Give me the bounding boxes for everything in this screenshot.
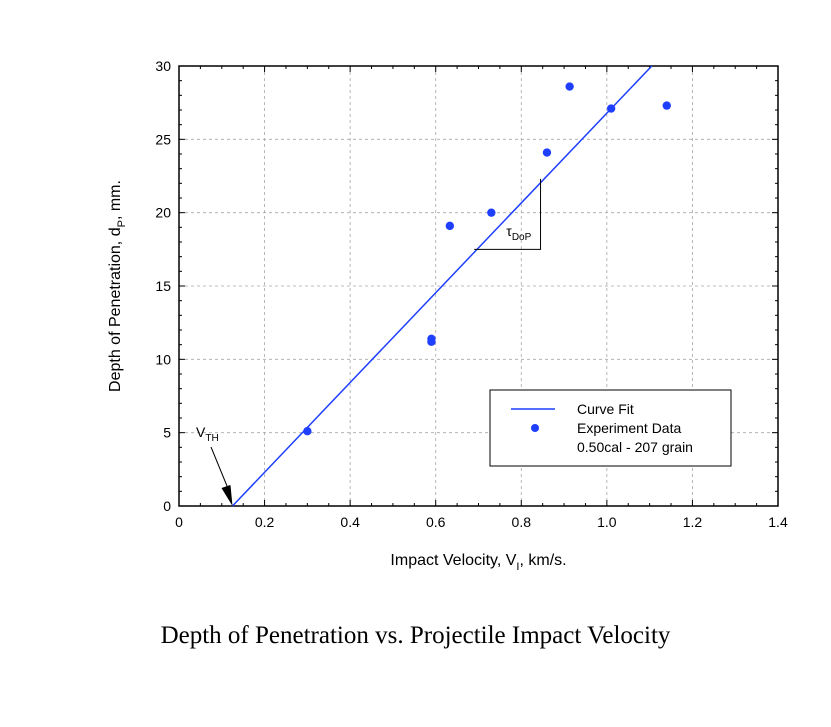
x-axis-label-sub: I [516, 561, 519, 573]
y-axis-label-rest: , mm. [107, 180, 124, 220]
legend-entry-experiment-data: Experiment Data [577, 420, 681, 436]
data-point [606, 104, 616, 113]
y-tick-label: 10 [155, 351, 171, 367]
x-axis-label-rest: , km/s. [519, 552, 566, 569]
figure-caption: Depth of Penetration vs. Projectile Impa… [160, 622, 671, 649]
y-tick-label: 30 [155, 58, 171, 74]
threshold-label: VTH [196, 424, 219, 444]
data-point [303, 427, 312, 436]
x-tick-label: 0.4 [340, 514, 360, 530]
x-tick-label: 0.6 [426, 514, 446, 530]
data-point [542, 148, 552, 157]
slope-label: τDoP [506, 223, 531, 243]
legend-entry-projectile: 0.50cal - 207 grain [577, 439, 693, 455]
threshold-arrow [210, 446, 230, 493]
y-tick-label: 20 [155, 205, 171, 221]
y-tick-labels: 0 5 10 15 20 25 30 [155, 58, 171, 514]
x-tick-label: 1.2 [683, 514, 703, 530]
series-layer [231, 65, 671, 507]
x-tick-label: 0.2 [255, 514, 275, 530]
axis-ticks [178, 65, 779, 507]
slope-label-main: τ [506, 223, 512, 239]
data-point [427, 334, 436, 343]
x-tick-label: 0.8 [512, 514, 532, 530]
x-tick-label: 0 [175, 514, 183, 530]
legend: Curve Fit Experiment Data 0.50cal - 207 … [489, 389, 732, 467]
x-tick-label: 1.4 [768, 514, 788, 530]
curve-fit-line [231, 65, 653, 507]
threshold-label-main: V [196, 424, 206, 440]
data-point [565, 82, 574, 91]
legend-box [489, 389, 732, 467]
data-point [662, 101, 671, 110]
data-point [445, 221, 455, 231]
legend-marker-swatch [531, 424, 539, 432]
data-point [487, 208, 496, 217]
threshold-annotation: VTH [196, 424, 233, 506]
y-axis-label: Depth of Penetration, dP, mm. [107, 180, 128, 392]
x-tick-label: 1.0 [597, 514, 617, 530]
x-axis-label: Impact Velocity, VI, km/s. [390, 552, 566, 573]
threshold-arrowhead [221, 485, 233, 506]
slope-label-sub: DoP [512, 232, 532, 243]
y-axis-label-main: Depth of Penetration, d [107, 227, 124, 392]
y-axis-label-sub: P [116, 220, 128, 227]
y-tick-label: 0 [163, 498, 171, 514]
y-tick-label: 5 [163, 425, 171, 441]
threshold-label-sub: TH [205, 433, 218, 444]
y-tick-label: 25 [155, 131, 171, 147]
slope-annotation: τDoP [474, 178, 542, 250]
y-tick-label: 15 [155, 278, 171, 294]
legend-entry-curve-fit: Curve Fit [577, 401, 634, 417]
slope-bracket [474, 178, 542, 250]
x-tick-labels: 0 0.2 0.4 0.6 0.8 1.0 1.2 1.4 [175, 514, 788, 530]
x-axis-label-main: Impact Velocity, V [390, 552, 516, 569]
